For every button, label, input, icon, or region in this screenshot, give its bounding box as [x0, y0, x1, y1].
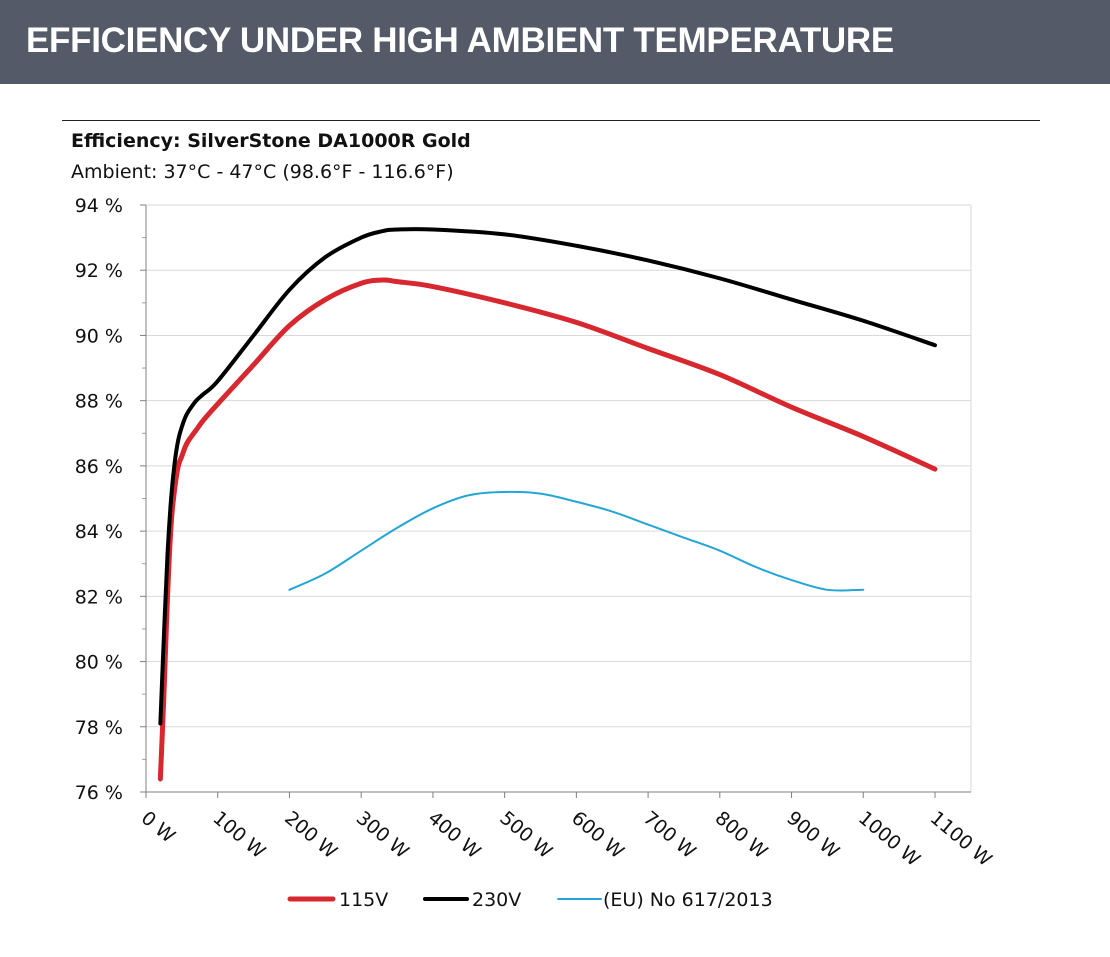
- x-tick-label: 100 W: [209, 807, 270, 863]
- y-tick-label: 86 %: [75, 456, 123, 478]
- x-tick-label: 200 W: [280, 807, 341, 863]
- page-title: EFFICIENCY UNDER HIGH AMBIENT TEMPERATUR…: [26, 21, 894, 60]
- legend-115v-label: 115V: [339, 889, 388, 911]
- y-tick-label: 84 %: [75, 521, 123, 543]
- axes: 76 % 78 % 80 % 82 % 84 % 86 % 88 % 90 % 92 % 94 %…: [75, 195, 996, 871]
- divider: [62, 120, 1040, 121]
- series-230v-line: [158, 227, 937, 726]
- x-tick-label: 300 W: [352, 807, 413, 863]
- series-eu-line: [288, 490, 865, 592]
- y-tick-label: 94 %: [75, 195, 123, 217]
- x-tick-label: 800 W: [711, 807, 772, 863]
- legend: 115V 230V (EU) No 617/2013: [287, 889, 773, 911]
- series-lines: [157, 227, 938, 782]
- series-115v-line: [157, 277, 938, 782]
- x-tick-label: 600 W: [567, 807, 628, 863]
- y-tick-label: 80 %: [75, 652, 123, 674]
- chart-title: Efficiency: SilverStone DA1000R Gold: [71, 130, 471, 152]
- x-tick-label: 400 W: [424, 807, 485, 863]
- x-tick-label: 0 W: [137, 807, 180, 848]
- x-tick-label: 1000 W: [854, 807, 924, 871]
- legend-eu-label: (EU) No 617/2013: [603, 889, 773, 911]
- x-tick-label: 900 W: [782, 807, 843, 863]
- x-tick-label: 1100 W: [926, 807, 996, 871]
- x-tick-label: 500 W: [495, 807, 556, 863]
- grid: [146, 204, 972, 792]
- y-tick-label: 88 %: [75, 391, 123, 413]
- legend-230v-label: 230V: [472, 889, 521, 911]
- y-tick-label: 76 %: [75, 782, 123, 804]
- y-tick-label: 78 %: [75, 717, 123, 739]
- y-tick-label: 90 %: [75, 325, 123, 347]
- y-tick-label: 82 %: [75, 586, 123, 608]
- x-tick-label: 700 W: [639, 807, 700, 863]
- y-tick-label: 92 %: [75, 260, 123, 282]
- header-banner: EFFICIENCY UNDER HIGH AMBIENT TEMPERATUR…: [0, 0, 1110, 84]
- chart-subtitle: Ambient: 37°C - 47°C (98.6°F - 116.6°F): [71, 161, 454, 183]
